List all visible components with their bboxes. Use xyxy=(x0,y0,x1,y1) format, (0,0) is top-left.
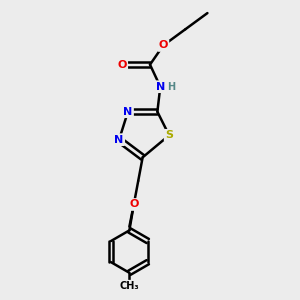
Text: O: O xyxy=(117,60,127,70)
Text: O: O xyxy=(129,200,139,209)
Text: H: H xyxy=(167,82,175,92)
Text: CH₃: CH₃ xyxy=(120,281,139,291)
Text: S: S xyxy=(165,130,173,140)
Text: N: N xyxy=(115,135,124,145)
Text: O: O xyxy=(159,40,168,50)
Text: N: N xyxy=(123,107,133,117)
Text: N: N xyxy=(156,82,165,92)
